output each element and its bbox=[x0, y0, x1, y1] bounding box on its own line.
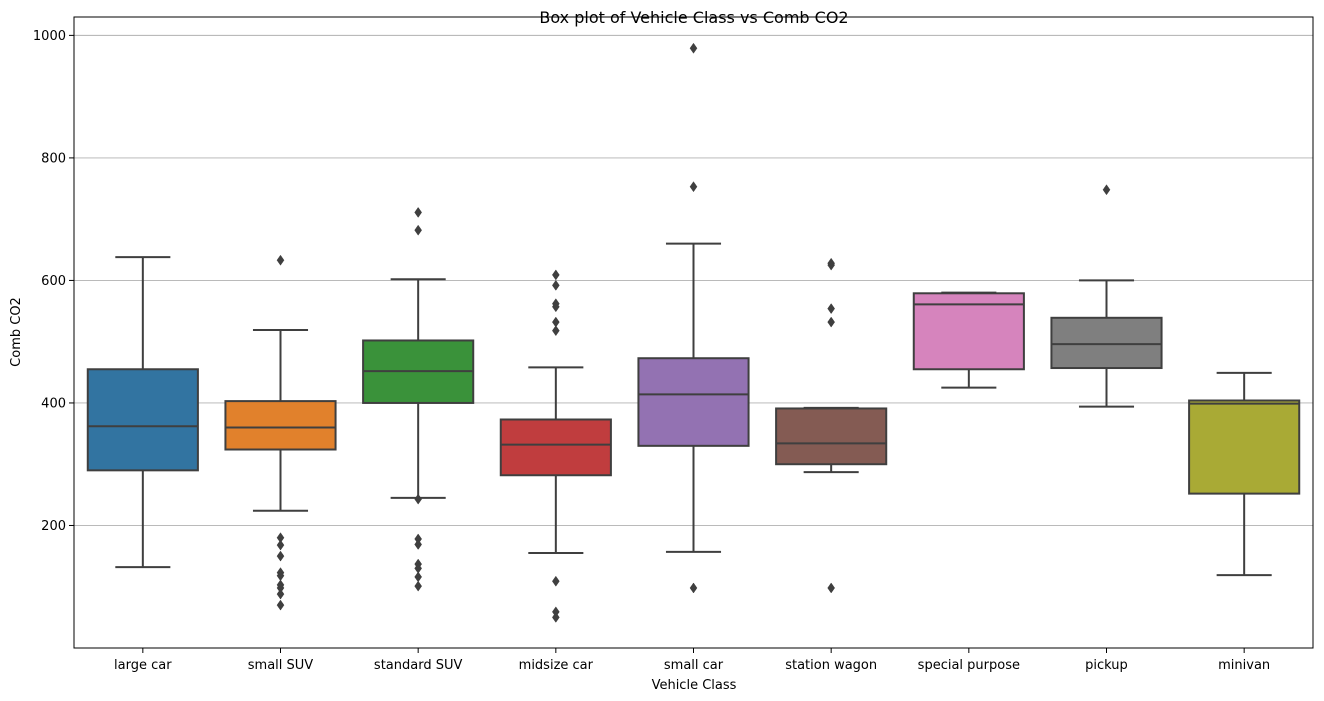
y-tick-label: 200 bbox=[41, 519, 66, 534]
outlier-point bbox=[827, 316, 835, 328]
y-tick-label: 800 bbox=[41, 151, 66, 166]
x-tick-label: midsize car bbox=[519, 658, 594, 673]
x-axis-title: Vehicle Class bbox=[652, 678, 737, 693]
iqr-box bbox=[499, 418, 612, 477]
outlier-point bbox=[276, 254, 285, 266]
outlier-point bbox=[552, 325, 560, 337]
outlier-point bbox=[552, 301, 560, 313]
y-axis-title: Comb CO2 bbox=[9, 297, 24, 367]
x-tick-label: minivan bbox=[1218, 658, 1270, 673]
x-tick-label: special purpose bbox=[918, 658, 1020, 673]
axes: 200 400 600 800 1000 large car small SUV standa… bbox=[33, 29, 1270, 673]
outlier-point bbox=[552, 269, 560, 281]
outlier-point bbox=[276, 539, 285, 551]
box-standard-SUV bbox=[362, 206, 475, 592]
x-tick-label: small car bbox=[664, 658, 724, 673]
outlier-point bbox=[552, 279, 560, 291]
outlier-point bbox=[827, 259, 835, 271]
box-midsize-car bbox=[499, 269, 612, 623]
outlier-point bbox=[689, 582, 698, 594]
outlier-point bbox=[414, 580, 422, 592]
box-large-car bbox=[86, 256, 199, 569]
x-tick-label: large car bbox=[114, 658, 172, 673]
outlier-point bbox=[552, 611, 560, 623]
outlier-point bbox=[689, 42, 698, 54]
iqr-box bbox=[86, 368, 199, 472]
y-tick-label: 1000 bbox=[33, 29, 66, 44]
outlier-point bbox=[276, 588, 285, 600]
outlier-point bbox=[827, 582, 835, 594]
outlier-point bbox=[1102, 184, 1111, 196]
outlier-point bbox=[689, 181, 698, 193]
chart-title: Box plot of Vehicle Class vs Comb CO2 bbox=[539, 8, 848, 27]
outlier-point bbox=[414, 571, 422, 583]
x-tick-label: standard SUV bbox=[374, 658, 463, 673]
boxes bbox=[86, 42, 1301, 623]
box-minivan bbox=[1188, 371, 1301, 577]
outlier-point bbox=[276, 599, 285, 611]
outlier-point bbox=[552, 575, 560, 587]
iqr-box bbox=[637, 357, 750, 447]
y-tick-label: 600 bbox=[41, 274, 66, 289]
outlier-point bbox=[276, 550, 285, 562]
outlier-point bbox=[827, 303, 835, 315]
x-tick-label: station wagon bbox=[785, 658, 877, 673]
x-tick-label: small SUV bbox=[248, 658, 314, 673]
box-special-purpose bbox=[912, 291, 1025, 389]
iqr-box bbox=[912, 292, 1025, 371]
outlier-point bbox=[414, 539, 422, 550]
box-station-wagon bbox=[775, 257, 888, 594]
box-pickup bbox=[1050, 184, 1163, 408]
iqr-box bbox=[224, 400, 337, 451]
outlier-point bbox=[414, 206, 422, 218]
box-small-car bbox=[637, 42, 750, 594]
outlier-point bbox=[414, 224, 422, 236]
outlier-point bbox=[414, 493, 422, 505]
x-tick-label: pickup bbox=[1085, 658, 1128, 673]
iqr-box bbox=[1050, 316, 1163, 370]
y-tick-label: 400 bbox=[41, 396, 66, 411]
iqr-box bbox=[775, 407, 888, 466]
iqr-box bbox=[1188, 399, 1301, 495]
box-small-SUV bbox=[224, 254, 337, 611]
